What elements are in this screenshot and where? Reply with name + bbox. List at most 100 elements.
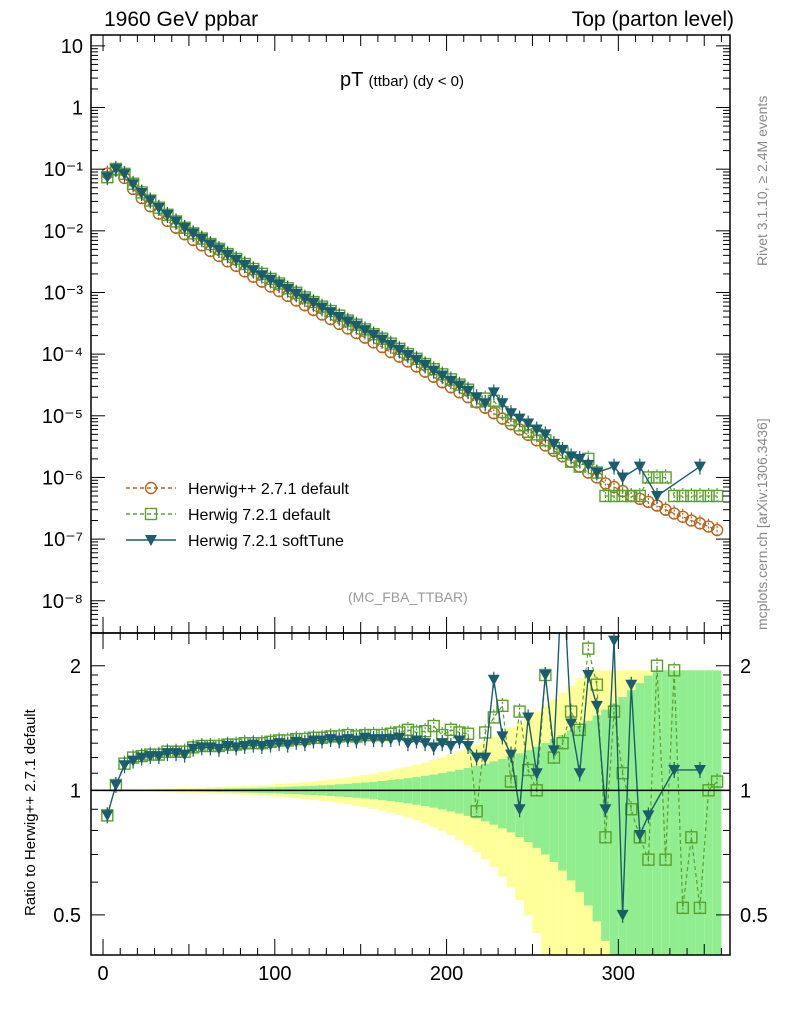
main-series-2-point — [479, 398, 492, 410]
main-series-2-point — [633, 461, 646, 473]
ratio-series-1-point — [590, 700, 603, 712]
green-band-bin — [644, 675, 653, 955]
ratio-series-1-point — [539, 669, 552, 681]
ratio-series-1-point — [152, 751, 165, 763]
ratio-series-0-point — [607, 705, 621, 718]
ratio-series-1-point — [273, 738, 286, 750]
ratio-series-1-point — [573, 768, 586, 780]
ratio-series-1-point — [470, 752, 483, 764]
main-series-2-point — [161, 209, 174, 221]
main-series-0-point — [702, 520, 715, 533]
ratio-ylabel: Ratio to Herwig++ 2.7.1 default — [22, 709, 39, 916]
main-series-2-point — [436, 370, 449, 382]
main-series-2-point — [444, 375, 457, 387]
ratio-series-1-point — [419, 738, 432, 750]
main-series-2-point — [152, 202, 165, 214]
ratio-series-1-point — [367, 734, 380, 746]
ratio-series-0-point — [693, 901, 707, 915]
main-series-2-point — [264, 274, 277, 286]
ratio-y-tick-label: 1 — [70, 780, 81, 802]
main-series-2-point — [238, 259, 251, 271]
main-series-1-point — [693, 489, 707, 503]
ratio-series-0-point — [513, 705, 526, 718]
main-series-2-point — [590, 467, 603, 479]
main-series-2-point — [170, 216, 183, 228]
main-series-2-point — [221, 249, 234, 261]
main-series-1-point — [625, 489, 638, 503]
green-band-bin — [566, 730, 576, 881]
main-series-2-point — [504, 408, 517, 420]
green-band-bin — [549, 739, 559, 862]
ratio-series-1-point — [384, 734, 397, 746]
x-tick-label: 200 — [430, 963, 463, 985]
main-series-2-point — [462, 385, 475, 397]
main-panel-marks — [101, 160, 724, 539]
ratio-series-1-point — [264, 739, 277, 751]
ratio-y-tick-label-right: 0.5 — [740, 905, 768, 927]
green-band-bin — [678, 670, 688, 955]
ratio-series-1-point — [238, 740, 251, 752]
ratio-series-1-point — [161, 748, 174, 760]
ratio-y-tick-label-right: 1 — [740, 780, 751, 802]
legend-label-2: Herwig 7.2.1 softTune — [188, 533, 344, 550]
ratio-series-0-point — [676, 901, 689, 915]
main-series-1-point — [702, 489, 715, 503]
main-series-2-point — [230, 254, 243, 266]
main-series-2-point — [178, 223, 191, 235]
y-tick-label: 1 — [72, 98, 83, 120]
main-series-2-point — [556, 444, 569, 456]
ratio-series-1-point — [230, 742, 243, 754]
ratio-series-0-point — [667, 664, 681, 677]
ratio-series-1-point — [187, 743, 200, 755]
legend: Herwig++ 2.7.1 default Herwig 7.2.1 defau… — [126, 481, 350, 550]
ratio-series-1-point — [109, 780, 122, 792]
ratio-series-1-point — [170, 748, 183, 760]
plot-title-sub: (ttbar) (dy < 0) — [368, 73, 464, 90]
x-tick-label: 300 — [602, 963, 635, 985]
y-tick-label: 10⁻⁴ — [42, 344, 83, 366]
main-series-1-point — [659, 471, 672, 484]
ratio-series-0-point — [573, 723, 586, 737]
ratio-series-1-point — [316, 735, 329, 747]
ratio-series-0-point — [556, 736, 569, 750]
analysis-tag: (MC_FBA_TTBAR) — [348, 589, 468, 605]
ratio-series-1-point — [358, 732, 371, 744]
main-series-1-line — [106, 168, 718, 497]
ratio-series-1-point — [101, 810, 114, 822]
y-tick-label: 10 — [61, 36, 83, 58]
ratio-series-0-point — [504, 775, 518, 788]
y-tick-label: 10⁻⁵ — [42, 406, 83, 428]
main-series-2-point — [401, 349, 414, 361]
legend-marker-1 — [144, 507, 158, 521]
green-band-bin — [669, 670, 679, 955]
ratio-series-1-point — [290, 736, 303, 748]
main-series-2-point — [187, 228, 200, 240]
main-series-2-point — [573, 453, 586, 465]
ratio-series-1-point — [565, 718, 578, 730]
main-series-2-point — [608, 461, 621, 473]
main-series-0-point — [685, 514, 698, 527]
y-tick-label: 10⁻⁶ — [42, 467, 83, 489]
main-series-2-point — [616, 472, 629, 484]
ratio-series-1-point — [557, 560, 569, 571]
green-band-bin — [635, 683, 645, 955]
green-band-bin — [437, 773, 447, 810]
main-series-1-point — [599, 489, 612, 503]
ratio-series-1-point — [178, 749, 191, 761]
green-band-bin — [558, 735, 567, 871]
y-tick-label: 10⁻² — [44, 221, 84, 243]
green-band-bin — [626, 690, 636, 955]
ratio-series-0-point — [444, 723, 458, 737]
green-band-bin — [601, 709, 610, 941]
main-series-2-point — [522, 418, 535, 430]
y-tick-label: 10⁻⁷ — [43, 529, 83, 551]
ratio-series-1-point — [341, 734, 354, 746]
main-series-2-point — [316, 302, 329, 314]
green-band-bin — [592, 715, 602, 922]
main-series-1-point — [650, 471, 664, 484]
y-tick-label: 10⁻⁸ — [42, 591, 83, 613]
ratio-y-tick-label-right: 2 — [740, 656, 751, 678]
green-band-bin — [446, 771, 456, 812]
ratio-series-1-point — [530, 768, 543, 780]
